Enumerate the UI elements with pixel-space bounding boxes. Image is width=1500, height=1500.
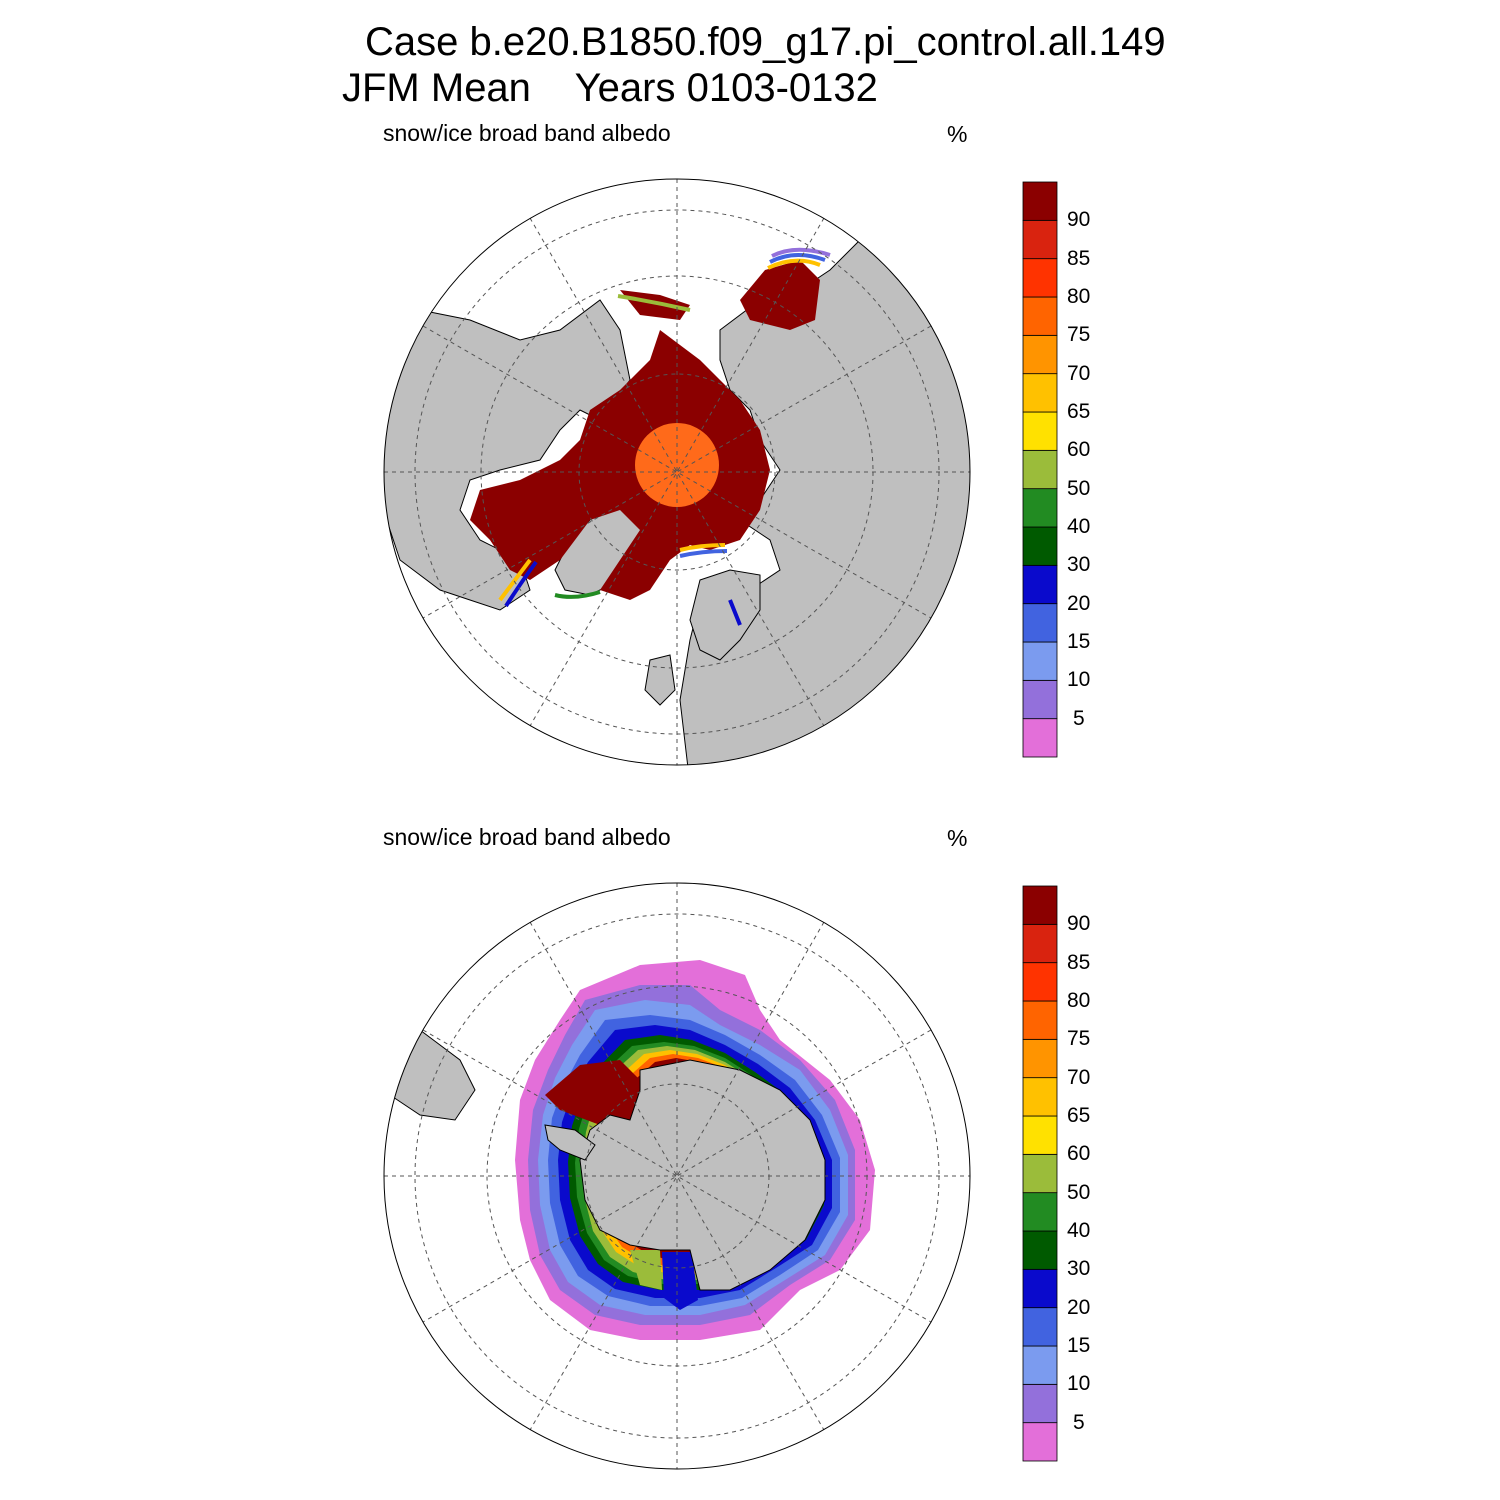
north-colorbar-tick-label: 10 <box>1067 668 1091 692</box>
north-colorbar-tick-label: 50 <box>1067 476 1091 500</box>
north-colorbar-tick-label: 80 <box>1067 285 1091 308</box>
south-colorbar-tick-label: 20 <box>1067 1295 1091 1319</box>
north-colorbar-segment <box>1022 219 1058 260</box>
south-colorbar-tick-label: 75 <box>1067 1027 1091 1051</box>
north-colorbar-tick-label: 60 <box>1067 438 1091 462</box>
north-graticule <box>384 179 970 765</box>
north-colorbar-tick-label: 65 <box>1067 400 1091 423</box>
south-colorbar-segment <box>1022 1077 1058 1117</box>
south-colorbar-segment <box>1022 885 1058 925</box>
south-colorbar <box>1022 885 1058 1462</box>
north-ice-edge-okhotsk <box>767 258 821 270</box>
south-map-border <box>383 882 971 1470</box>
south-ice-ross-low <box>662 1252 698 1310</box>
north-colorbar-segment <box>1022 526 1058 566</box>
south-land-antarctic-peninsula <box>544 1124 596 1161</box>
south-colorbar-tick-label: 10 <box>1067 1372 1091 1396</box>
north-colorbar-segment <box>1022 718 1058 758</box>
north-colorbar-segment <box>1022 181 1058 221</box>
north-colorbar-tick-label: 85 <box>1067 246 1091 270</box>
south-colorbar-segment <box>1022 1153 1058 1194</box>
north-colorbar-segment <box>1022 449 1058 490</box>
north-colorbar-tick-label: 30 <box>1067 553 1091 577</box>
north-ice-edge-bering <box>617 294 691 312</box>
north-ice-edge-labrador <box>498 558 532 602</box>
south-panel-units-label: % <box>947 825 968 851</box>
south-colorbar-tick-label: 5 <box>1073 1410 1085 1434</box>
south-panel-variable-label: snow/ice broad band albedo <box>383 824 671 850</box>
south-polar-map <box>383 882 971 1470</box>
north-ice-edge-okhotsk-outer <box>769 253 826 264</box>
south-colorbar-segment <box>1022 1345 1058 1385</box>
north-ice-edge-okhotsk-outermost <box>771 247 831 258</box>
south-colorbar-segment <box>1022 962 1058 1002</box>
south-colorbar-segment <box>1022 1307 1058 1347</box>
south-colorbar-segment <box>1022 923 1058 964</box>
north-pole-hole <box>635 423 719 507</box>
north-colorbar-tick-label: 5 <box>1073 706 1085 730</box>
north-colorbar-segment <box>1022 603 1058 643</box>
north-colorbar-segment <box>1022 334 1058 375</box>
south-colorbar-tick-label: 70 <box>1067 1065 1091 1089</box>
north-panel-units-label: % <box>947 121 968 147</box>
north-ice-edge-greenland-east <box>679 543 726 552</box>
south-colorbar-segment <box>1022 1422 1058 1462</box>
north-land-north-america <box>384 299 631 611</box>
south-colorbar-tick-label: 80 <box>1067 989 1091 1012</box>
south-colorbar-tick-label: 50 <box>1067 1180 1091 1204</box>
north-map-border <box>383 178 971 766</box>
north-colorbar-segment <box>1022 258 1058 298</box>
south-graticule <box>384 883 970 1469</box>
north-colorbar-segment <box>1022 564 1058 605</box>
north-land-british-isles <box>644 654 676 706</box>
south-colorbar-tick-label: 15 <box>1067 1334 1091 1357</box>
north-colorbar-segment <box>1022 488 1058 528</box>
north-colorbar-segment <box>1022 373 1058 413</box>
north-colorbar-tick-label: 40 <box>1067 515 1091 538</box>
south-colorbar-segment <box>1022 1268 1058 1309</box>
south-colorbar-segment <box>1022 1192 1058 1232</box>
north-sea-ice-max <box>470 330 770 600</box>
north-colorbar <box>1022 181 1058 758</box>
north-polar-map <box>383 178 971 766</box>
north-colorbar-segment <box>1022 641 1058 681</box>
south-colorbar-segment <box>1022 1038 1058 1079</box>
south-colorbar-segment <box>1022 1000 1058 1040</box>
south-colorbar-tick-label: 30 <box>1067 1257 1091 1281</box>
south-land-antarctica <box>579 1059 826 1291</box>
north-colorbar-tick-label: 20 <box>1067 591 1091 615</box>
south-colorbar-tick-label: 85 <box>1067 950 1091 974</box>
south-colorbar-segment <box>1022 1383 1058 1424</box>
figure-title-case: Case b.e20.B1850.f09_g17.pi_control.all.… <box>365 20 1166 64</box>
north-ice-edge-labrador-outer <box>504 560 538 608</box>
north-colorbar-segment <box>1022 411 1058 451</box>
north-colorbar-tick-label: 70 <box>1067 361 1091 385</box>
figure-title-period: JFM Mean Years 0103-0132 <box>342 66 878 110</box>
north-panel-variable-label: snow/ice broad band albedo <box>383 120 671 146</box>
north-colorbar-tick-label: 90 <box>1067 208 1091 232</box>
north-ice-edge-south-greenland <box>554 590 601 599</box>
north-land-scandinavia <box>689 569 761 661</box>
south-ice-amundsen-green <box>630 1250 662 1290</box>
south-colorbar-tick-label: 65 <box>1067 1104 1091 1127</box>
south-colorbar-segment <box>1022 1230 1058 1270</box>
north-colorbar-segment <box>1022 296 1058 336</box>
north-colorbar-tick-label: 75 <box>1067 323 1091 347</box>
south-colorbar-tick-label: 90 <box>1067 912 1091 936</box>
south-colorbar-tick-label: 60 <box>1067 1142 1091 1166</box>
south-ice-weddell <box>545 1060 640 1125</box>
south-colorbar-segment <box>1022 1115 1058 1155</box>
north-ice-edge-baltic <box>728 599 742 626</box>
north-colorbar-tick-label: 15 <box>1067 630 1091 653</box>
south-colorbar-tick-label: 40 <box>1067 1219 1091 1242</box>
north-colorbar-segment <box>1022 679 1058 720</box>
